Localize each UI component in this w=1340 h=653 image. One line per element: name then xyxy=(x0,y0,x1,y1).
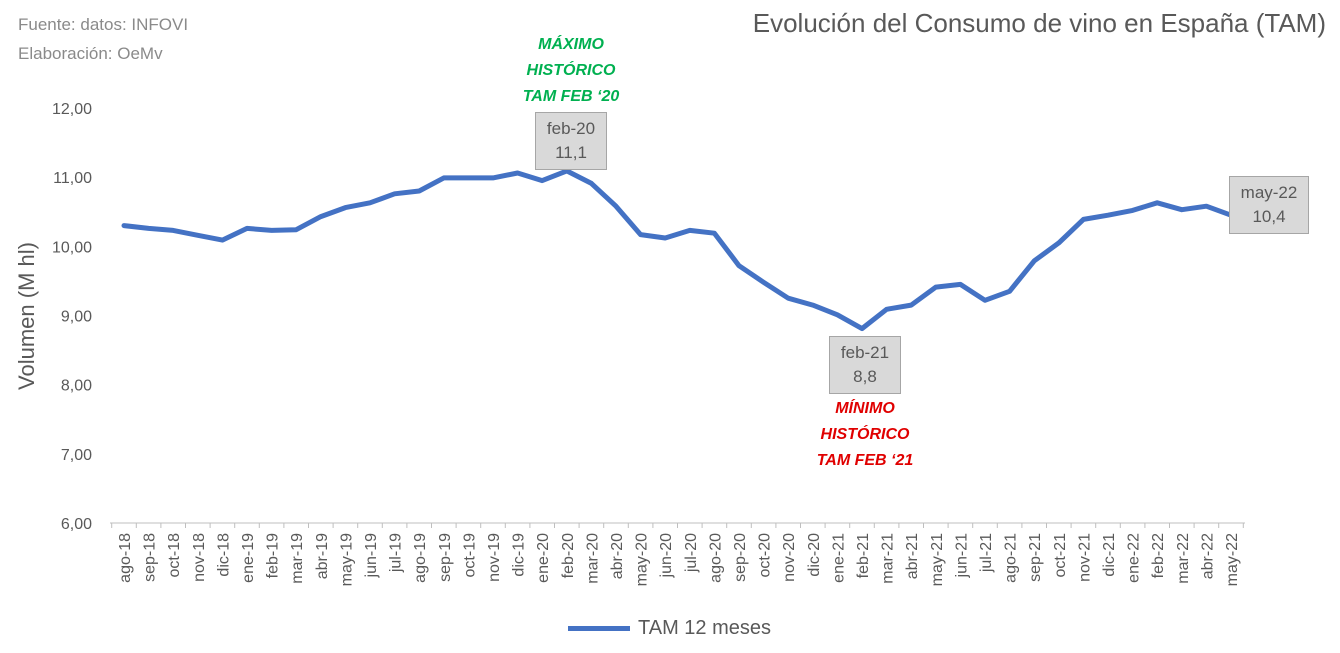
x-tick-label: may-20 xyxy=(634,533,651,586)
y-tick-label: 8,00 xyxy=(61,378,92,395)
y-tick-label: 10,00 xyxy=(52,239,92,256)
callout-last-label: may-22 xyxy=(1240,183,1298,202)
min-annotation: MÍNIMO HISTÓRICO TAM FEB ‘21 xyxy=(785,396,945,474)
y-axis-label: Volumen (M hl) xyxy=(14,242,39,390)
callout-last-value: 10,4 xyxy=(1252,207,1286,226)
min-annotation-line-1: MÍNIMO xyxy=(835,400,895,417)
x-tick-label: mar-22 xyxy=(1175,533,1192,584)
x-tick-label: dic-21 xyxy=(1101,533,1118,577)
x-tick-label: may-19 xyxy=(338,533,355,586)
min-annotation-line-3: TAM FEB ‘21 xyxy=(816,452,914,469)
y-tick-label: 12,00 xyxy=(52,101,92,118)
x-tick-label: ene-21 xyxy=(830,533,847,583)
x-tick-label: feb-22 xyxy=(1150,533,1167,578)
x-tick-label: mar-21 xyxy=(880,533,897,584)
x-tick-label: dic-18 xyxy=(215,533,232,577)
callout-min-label: feb-21 xyxy=(840,343,890,362)
x-tick-label: abr-22 xyxy=(1199,533,1216,579)
x-tick-label: abr-19 xyxy=(314,533,331,579)
x-tick-label: dic-19 xyxy=(511,533,528,577)
x-tick-label: dic-20 xyxy=(806,533,823,577)
x-tick-label: mar-20 xyxy=(584,533,601,584)
y-tick-label: 7,00 xyxy=(61,447,92,464)
x-tick-label: ago-20 xyxy=(707,533,724,583)
x-tick-label: nov-21 xyxy=(1076,533,1093,582)
x-tick-label: jul-21 xyxy=(978,533,995,573)
x-tick-label: ago-18 xyxy=(117,533,134,583)
chart-title: Evolución del Consumo de vino en España … xyxy=(752,8,1326,38)
callout-min: feb-21 8,8 xyxy=(829,336,901,394)
x-tick-label: ene-20 xyxy=(535,533,552,583)
x-tick-label: nov-19 xyxy=(486,533,503,582)
max-annotation-line-2: HISTÓRICO xyxy=(526,62,616,79)
x-tick-label: jul-19 xyxy=(388,533,405,573)
series-line-tam-12-meses xyxy=(121,168,1234,332)
x-tick-label: feb-21 xyxy=(855,533,872,578)
max-annotation: MÁXIMO HISTÓRICO TAM FEB ‘20 xyxy=(491,32,651,110)
source-line-2: Elaboración: OeMv xyxy=(18,44,163,63)
legend-label: TAM 12 meses xyxy=(638,617,771,639)
x-tick-label: oct-18 xyxy=(166,533,183,578)
callout-min-value: 8,8 xyxy=(853,367,877,386)
x-tick-label: jun-20 xyxy=(658,533,675,579)
x-tick-label: jun-19 xyxy=(363,533,380,579)
x-tick-label: oct-20 xyxy=(757,533,774,578)
x-tick-label: nov-18 xyxy=(191,533,208,582)
x-tick-label: feb-20 xyxy=(560,533,577,578)
x-tick-label: oct-21 xyxy=(1052,533,1069,578)
callout-max: feb-20 11,1 xyxy=(535,112,607,170)
min-annotation-line-2: HISTÓRICO xyxy=(820,426,910,443)
max-annotation-line-1: MÁXIMO xyxy=(538,36,604,53)
x-tick-label: jun-21 xyxy=(953,533,970,579)
x-tick-label: abr-21 xyxy=(904,533,921,579)
x-tick-label: ene-22 xyxy=(1126,533,1143,583)
max-annotation-line-3: TAM FEB ‘20 xyxy=(522,88,620,105)
legend: TAM 12 meses xyxy=(568,617,771,640)
x-tick-label: feb-19 xyxy=(265,533,282,578)
source-line-1: Fuente: datos: INFOVI xyxy=(18,15,189,34)
x-tick-label: sep-18 xyxy=(142,533,159,582)
x-tick-label: oct-19 xyxy=(461,533,478,578)
x-tick-label: ago-19 xyxy=(412,533,429,583)
y-tick-label: 9,00 xyxy=(61,309,92,326)
x-tick-label: sep-20 xyxy=(732,533,749,582)
legend-swatch xyxy=(568,626,630,631)
callout-last: may-22 10,4 xyxy=(1229,176,1309,234)
y-tick-label: 6,00 xyxy=(61,516,92,533)
x-tick-label: abr-20 xyxy=(609,533,626,579)
x-tick-label: may-22 xyxy=(1224,533,1241,586)
x-tick-label: jul-20 xyxy=(683,533,700,573)
callout-max-label: feb-20 xyxy=(546,119,596,138)
y-tick-label: 11,00 xyxy=(53,170,92,187)
callout-max-value: 11,1 xyxy=(555,143,587,162)
x-tick-label: may-21 xyxy=(929,533,946,586)
x-tick-label: nov-20 xyxy=(781,533,798,582)
x-tick-label: ene-19 xyxy=(240,533,257,583)
x-tick-label: sep-21 xyxy=(1027,533,1044,582)
x-tick-label: mar-19 xyxy=(289,533,306,584)
x-tick-label: ago-21 xyxy=(1003,533,1020,583)
x-tick-label: sep-19 xyxy=(437,533,454,582)
